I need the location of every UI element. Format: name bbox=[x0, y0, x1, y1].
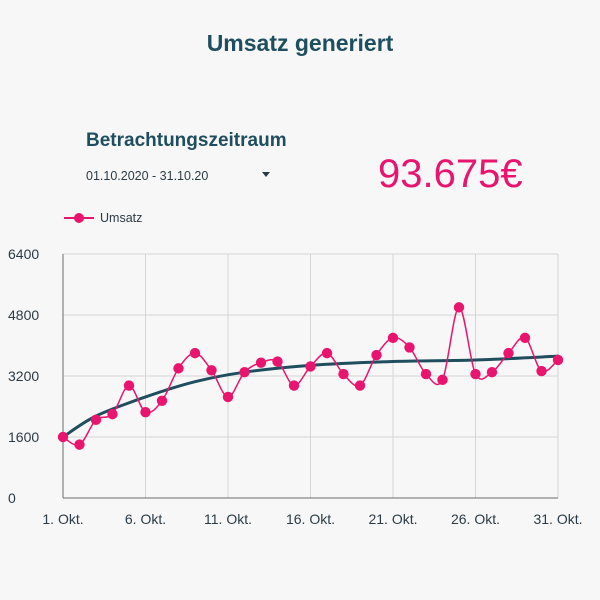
data-point bbox=[239, 366, 250, 378]
data-point bbox=[321, 347, 333, 359]
period-label: Betrachtungszeitraum bbox=[86, 130, 287, 151]
total-revenue: 93.675€ bbox=[378, 152, 523, 196]
y-tick-label: 1600 bbox=[8, 429, 39, 445]
data-point bbox=[420, 368, 432, 380]
data-point bbox=[404, 342, 415, 353]
data-point bbox=[156, 395, 168, 406]
period-value: 01.10.2020 - 31.10.20 bbox=[86, 169, 209, 183]
chevron-down-icon[interactable] bbox=[262, 172, 270, 177]
data-point bbox=[387, 332, 399, 344]
data-point bbox=[206, 365, 217, 376]
x-tick-label: 1. Okt. bbox=[42, 511, 83, 527]
y-tick-label: 6400 bbox=[8, 246, 39, 262]
y-tick-label: 4800 bbox=[8, 307, 39, 323]
legend-label-umsatz: Umsatz bbox=[100, 211, 143, 225]
x-tick-label: 26. Okt. bbox=[451, 511, 500, 527]
x-tick-label: 16. Okt. bbox=[286, 511, 335, 527]
data-point bbox=[57, 431, 69, 443]
x-tick-label: 11. Okt. bbox=[204, 511, 252, 527]
data-point bbox=[354, 380, 366, 391]
data-point bbox=[90, 414, 102, 426]
data-point bbox=[536, 365, 547, 377]
data-point bbox=[519, 332, 531, 344]
data-point bbox=[305, 361, 316, 372]
data-point bbox=[371, 349, 382, 361]
data-point bbox=[470, 368, 481, 380]
data-point bbox=[272, 356, 283, 367]
data-point bbox=[107, 408, 118, 420]
page-title: Umsatz generiert bbox=[206, 30, 394, 56]
data-point bbox=[140, 407, 151, 418]
data-point bbox=[437, 374, 448, 386]
data-point bbox=[503, 347, 514, 359]
data-point bbox=[486, 366, 498, 378]
x-tick-label: 6. Okt. bbox=[125, 511, 166, 527]
x-tick-label: 31. Okt. bbox=[533, 511, 582, 527]
chart-legend[interactable]: Umsatz bbox=[64, 208, 142, 228]
y-tick-label: 3200 bbox=[8, 368, 39, 384]
data-point bbox=[453, 302, 465, 313]
data-point bbox=[338, 368, 349, 380]
data-point bbox=[173, 363, 184, 374]
data-point bbox=[255, 357, 267, 368]
period-dropdown[interactable]: 01.10.2020 - 31.10.20 bbox=[86, 166, 276, 186]
data-point bbox=[222, 391, 234, 403]
x-tick-label: 21. Okt. bbox=[368, 511, 417, 527]
data-point bbox=[552, 354, 564, 366]
y-tick-label: 0 bbox=[8, 490, 16, 506]
data-point bbox=[288, 380, 300, 391]
data-point bbox=[123, 380, 135, 391]
legend-marker-icon bbox=[64, 208, 94, 228]
data-point bbox=[189, 347, 201, 359]
data-point bbox=[74, 439, 85, 450]
